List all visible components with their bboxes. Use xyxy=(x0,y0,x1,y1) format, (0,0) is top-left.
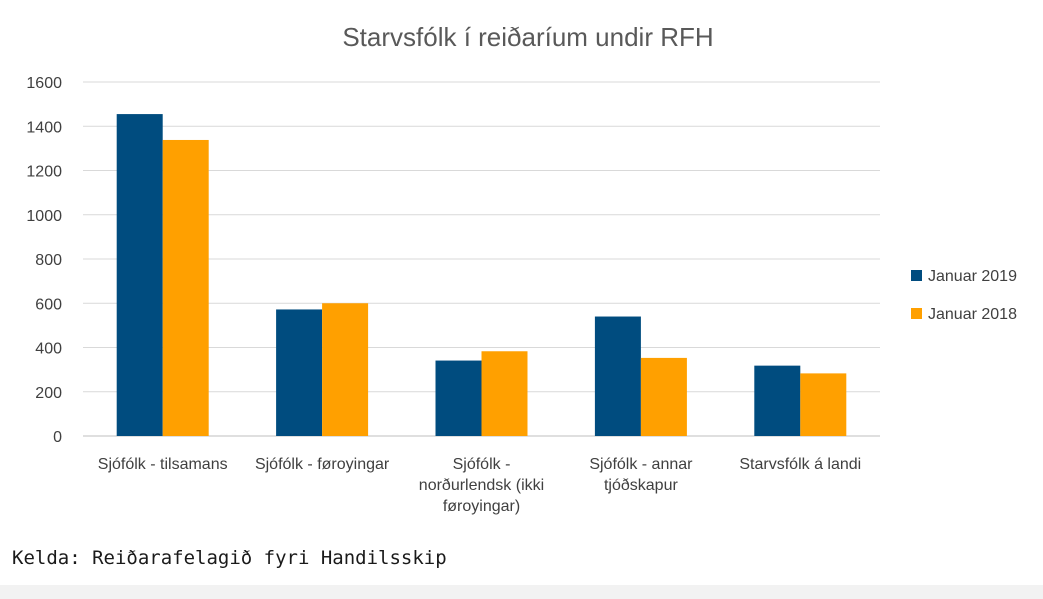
footer-band xyxy=(0,585,1043,599)
category-label-line: Sjófólk - annar xyxy=(589,456,693,473)
category-label-line: tjóðskapur xyxy=(604,477,678,494)
category-label-line: Sjófólk - tilsamans xyxy=(98,456,228,473)
category-label: Sjófólk - annar tjóðskapur xyxy=(589,456,693,494)
bar-januar-2018 xyxy=(322,303,369,436)
bar-januar-2018 xyxy=(481,351,528,436)
bar-januar-2019 xyxy=(116,114,163,437)
y-tick-label: 200 xyxy=(35,385,62,402)
bar-januar-2018 xyxy=(640,357,687,436)
legend-label: Januar 2019 xyxy=(928,268,1017,285)
category-label-line: norðurlendsk (ikki xyxy=(419,477,544,494)
y-tick-label: 600 xyxy=(35,296,62,313)
category-label: Sjófólk - norðurlendsk (ikki føroyingar) xyxy=(419,456,544,515)
y-tick-label: 1200 xyxy=(26,164,62,181)
bar-chart: Starvsfólk í reiðaríum undir RFH 0 200 400… xyxy=(26,22,1017,515)
chart-title: Starvsfólk í reiðaríum undir RFH xyxy=(342,22,713,52)
bar-januar-2019 xyxy=(435,360,482,436)
category-label: Sjófólk - tilsamans xyxy=(98,456,228,473)
y-tick-label: 0 xyxy=(53,429,62,446)
bar-januar-2019 xyxy=(754,365,801,436)
y-tick-label: 400 xyxy=(35,341,62,358)
bar-januar-2019 xyxy=(594,316,641,436)
legend: Januar 2019 Januar 2018 xyxy=(911,268,1017,323)
category-label-line: Sjófólk - xyxy=(453,456,511,473)
y-axis-ticks: 0 200 400 600 800 1000 1200 1400 1600 xyxy=(26,75,62,446)
category-label-line: Sjófólk - føroyingar xyxy=(255,456,390,473)
source-note: Kelda: Reiðarafelagið fyri Handilsskip xyxy=(12,547,447,569)
category-label-line: Starvsfólk á landi xyxy=(739,456,861,473)
gridlines xyxy=(83,81,880,437)
y-tick-label: 1600 xyxy=(26,75,62,92)
y-tick-label: 1400 xyxy=(26,119,62,136)
legend-swatch xyxy=(911,270,922,281)
bar-januar-2018 xyxy=(800,373,847,436)
legend-swatch xyxy=(911,308,922,319)
category-label: Starvsfólk á landi xyxy=(739,456,861,473)
bar-januar-2019 xyxy=(276,309,323,436)
y-tick-label: 800 xyxy=(35,252,62,269)
y-tick-label: 1000 xyxy=(26,208,62,225)
bar-januar-2018 xyxy=(162,139,209,436)
legend-label: Januar 2018 xyxy=(928,306,1017,323)
category-label-line: føroyingar) xyxy=(443,498,520,515)
x-axis-categories: Sjófólk - tilsamans Sjófólk - føroyingar S… xyxy=(98,456,861,515)
bars xyxy=(116,114,847,437)
category-label: Sjófólk - føroyingar xyxy=(255,456,390,473)
